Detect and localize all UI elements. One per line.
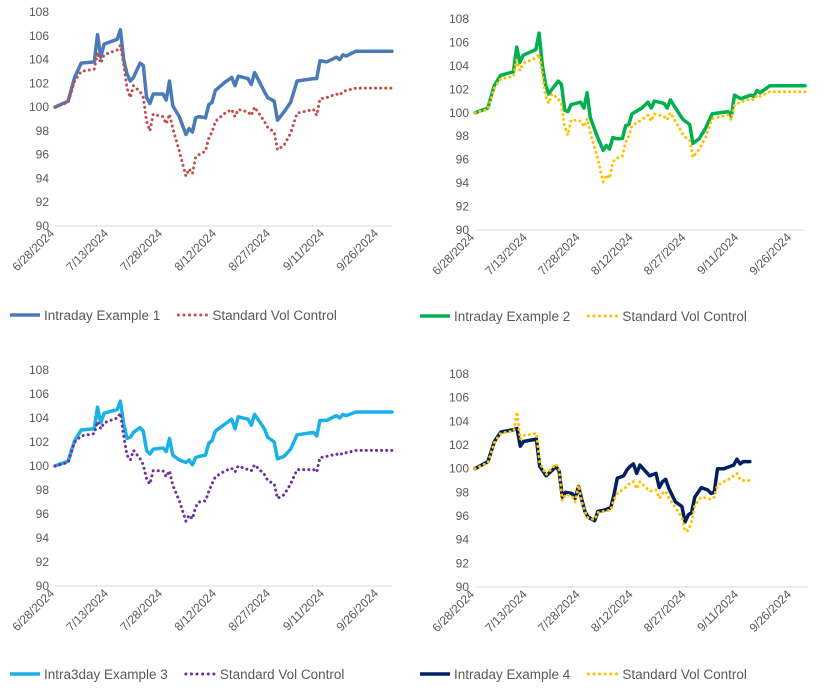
y-tick-label: 100 — [449, 462, 469, 476]
y-tick-label: 100 — [29, 100, 49, 114]
series-line-1 — [473, 426, 752, 524]
y-tick-label: 98 — [456, 485, 470, 499]
y-tick-label: 104 — [449, 59, 469, 73]
y-tick-label: 92 — [456, 200, 470, 214]
y-tick-label: 94 — [36, 531, 50, 545]
y-tick-label: 102 — [449, 438, 469, 452]
x-tick-label: 6/28/2024 — [429, 587, 477, 635]
x-tick-label: 8/27/2024 — [641, 587, 689, 635]
x-tick-label: 9/26/2024 — [333, 586, 381, 634]
legend-label: Intraday Example 4 — [454, 667, 571, 682]
legend-label: Standard Vol Control — [220, 667, 345, 682]
y-tick-label: 92 — [456, 556, 470, 570]
x-tick-label: 8/12/2024 — [171, 226, 219, 274]
series-line-1 — [53, 28, 394, 137]
y-tick-label: 96 — [36, 507, 50, 521]
y-tick-label: 94 — [456, 533, 470, 547]
x-tick-label: 8/27/2024 — [641, 230, 689, 278]
x-tick-label: 7/13/2024 — [482, 230, 530, 278]
chart-2: 90 92 94 96 98 100 102 104 106 108 6/28/2024 7/13/2… — [420, 12, 807, 324]
legend-label: Intra3day Example 3 — [44, 667, 168, 682]
chart-1: 90 92 94 96 98 100 102 104 106 108 6/28/2024 7/13/2… — [9, 5, 394, 323]
x-tick-label: 7/28/2024 — [535, 230, 583, 278]
x-tick-label: 8/12/2024 — [171, 586, 219, 634]
y-tick-label: 102 — [449, 82, 469, 96]
y-tick-label: 98 — [36, 124, 50, 138]
y-tick-label: 96 — [456, 153, 470, 167]
legend-label: Standard Vol Control — [212, 308, 337, 323]
y-tick-label: 104 — [29, 411, 49, 425]
x-tick-label: 8/12/2024 — [588, 587, 636, 635]
series-line-2 — [473, 410, 752, 533]
legend-label: Standard Vol Control — [622, 309, 747, 324]
x-tick-label: 9/26/2024 — [746, 587, 794, 635]
x-tick-label: 7/28/2024 — [117, 586, 165, 634]
x-tick-label: 7/13/2024 — [63, 586, 111, 634]
y-tick-label: 108 — [449, 367, 469, 381]
y-tick-label: 90 — [36, 579, 50, 593]
y-tick-label: 100 — [29, 459, 49, 473]
y-tick-label: 106 — [449, 391, 469, 405]
legend: Intraday Example 1 Standard Vol Control — [10, 308, 337, 323]
y-tick-label: 98 — [456, 129, 470, 143]
legend: Intra3day Example 3 Standard Vol Control — [10, 667, 344, 682]
y-tick-label: 104 — [449, 414, 469, 428]
chart-4: 90 92 94 96 98 100 102 104 106 108 6/28/2024 7/13/2… — [420, 367, 808, 682]
x-tick-label: 6/28/2024 — [429, 230, 477, 278]
x-tick-label: 8/12/2024 — [588, 230, 636, 278]
x-tick-label: 9/26/2024 — [746, 230, 794, 278]
legend-label: Standard Vol Control — [622, 667, 747, 682]
x-tick-label: 7/13/2024 — [63, 226, 111, 274]
x-tick-label: 9/11/2024 — [694, 230, 741, 277]
y-tick-label: 90 — [456, 223, 470, 237]
y-tick-label: 104 — [29, 53, 49, 67]
legend-label: Intraday Example 2 — [454, 309, 570, 324]
y-tick-label: 90 — [456, 580, 470, 594]
y-tick-label: 106 — [29, 387, 49, 401]
x-tick-label: 9/11/2024 — [694, 587, 741, 634]
x-tick-label: 8/27/2024 — [225, 586, 273, 634]
y-tick-label: 102 — [29, 435, 49, 449]
y-tick-label: 96 — [36, 148, 50, 162]
x-tick-label: 9/11/2024 — [280, 586, 327, 633]
x-tick-label: 6/28/2024 — [9, 586, 57, 634]
y-tick-label: 108 — [449, 12, 469, 26]
y-tick-label: 106 — [29, 29, 49, 43]
x-tick-label: 7/13/2024 — [482, 587, 530, 635]
y-tick-label: 90 — [36, 219, 50, 233]
legend: Intraday Example 4 Standard Vol Control — [420, 667, 747, 682]
y-tick-label: 106 — [449, 35, 469, 49]
series-line-1 — [473, 31, 807, 153]
series-line-2 — [53, 43, 394, 178]
legend: Intraday Example 2 Standard Vol Control — [420, 309, 747, 324]
y-tick-label: 98 — [36, 483, 50, 497]
y-tick-label: 96 — [456, 509, 470, 523]
chart-3: 90 92 94 96 98 100 102 104 106 108 6/28/2024 7/13/2… — [9, 363, 394, 682]
y-tick-label: 100 — [449, 106, 469, 120]
x-tick-label: 7/28/2024 — [535, 587, 583, 635]
y-tick-label: 108 — [29, 363, 49, 377]
y-tick-label: 102 — [29, 76, 49, 90]
x-tick-label: 7/28/2024 — [117, 226, 165, 274]
x-tick-label: 9/26/2024 — [333, 226, 381, 274]
series-line-2 — [53, 411, 394, 523]
x-tick-label: 8/27/2024 — [225, 226, 273, 274]
y-tick-label: 92 — [36, 555, 50, 569]
x-tick-label: 6/28/2024 — [9, 226, 57, 274]
y-tick-label: 94 — [456, 176, 470, 190]
legend-label: Intraday Example 1 — [44, 308, 160, 323]
y-tick-label: 108 — [29, 5, 49, 19]
series-line-1 — [53, 399, 394, 468]
series-line-2 — [473, 52, 807, 184]
y-tick-label: 92 — [36, 195, 50, 209]
x-tick-label: 9/11/2024 — [280, 226, 327, 273]
y-tick-label: 94 — [36, 171, 50, 185]
